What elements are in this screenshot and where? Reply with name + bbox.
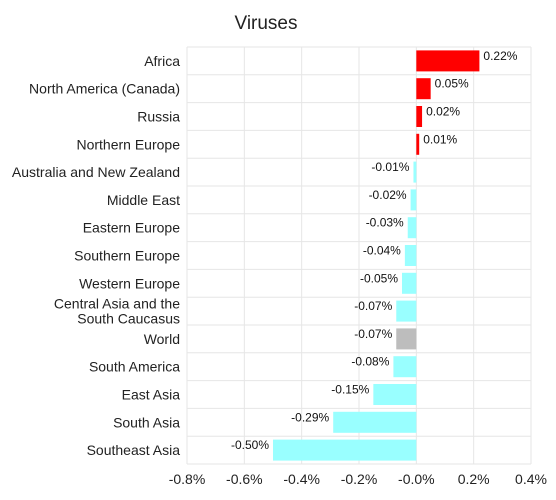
data-label: -0.02% (369, 188, 407, 202)
category-label: Africa (144, 53, 180, 69)
grid-layer (186, 46, 532, 465)
x-tick-label: 0.4% (515, 471, 547, 487)
data-label: -0.07% (354, 327, 392, 341)
x-tick-label: -0.0% (398, 471, 435, 487)
category-label: East Asia (122, 387, 181, 403)
category-label: Central Asia and the (54, 296, 180, 312)
category-label: South America (89, 359, 180, 375)
category-label: South Caucasus (77, 311, 180, 327)
bar (402, 272, 417, 294)
x-tick-label: -0.2% (341, 471, 378, 487)
data-label: -0.03% (366, 216, 404, 230)
data-label: 0.01% (423, 132, 457, 146)
data-label: 0.02% (426, 105, 460, 119)
category-label: Western Europe (79, 275, 180, 291)
category-label: World (144, 331, 180, 347)
bar (333, 411, 417, 433)
bar (407, 217, 417, 239)
data-label: -0.50% (231, 438, 269, 452)
category-label: Eastern Europe (83, 220, 180, 236)
bar-layer (273, 50, 480, 461)
data-label: -0.15% (331, 383, 369, 397)
x-tick-label: -0.6% (226, 471, 263, 487)
category-label: North America (Canada) (29, 81, 180, 97)
bar (393, 356, 417, 378)
bar (416, 50, 480, 72)
bar (416, 106, 423, 127)
category-label: Russia (137, 109, 180, 125)
chart-title: Viruses (234, 13, 297, 34)
bar (416, 133, 420, 155)
bar (410, 189, 417, 211)
category-label: Middle East (107, 192, 180, 208)
data-label: -0.04% (363, 244, 401, 258)
data-label: -0.07% (354, 299, 392, 313)
bar (416, 78, 431, 100)
x-tick-label: -0.8% (169, 471, 206, 487)
category-label: Northern Europe (76, 136, 180, 152)
bar (373, 384, 417, 405)
bar (273, 439, 417, 461)
data-label: -0.29% (291, 410, 329, 424)
x-tick-label: 0.2% (458, 471, 490, 487)
category-label: Southeast Asia (87, 442, 181, 458)
data-label: -0.08% (351, 355, 389, 369)
x-tick-label: -0.4% (283, 471, 320, 487)
data-label: -0.01% (371, 160, 409, 174)
category-label: Australia and New Zealand (12, 164, 180, 180)
bar (396, 300, 417, 322)
bar (396, 328, 417, 350)
category-label: South Asia (113, 414, 180, 430)
data-label: 0.05% (435, 77, 469, 91)
bar (413, 161, 417, 183)
label-layer: -0.8% -0.6% -0.4% -0.2% -0.0% 0.2% 0.4% 0.22% Af… (12, 49, 547, 487)
data-label: -0.05% (360, 271, 398, 285)
category-label: Southern Europe (74, 248, 180, 264)
data-label: 0.22% (483, 49, 517, 63)
bar (404, 245, 417, 266)
